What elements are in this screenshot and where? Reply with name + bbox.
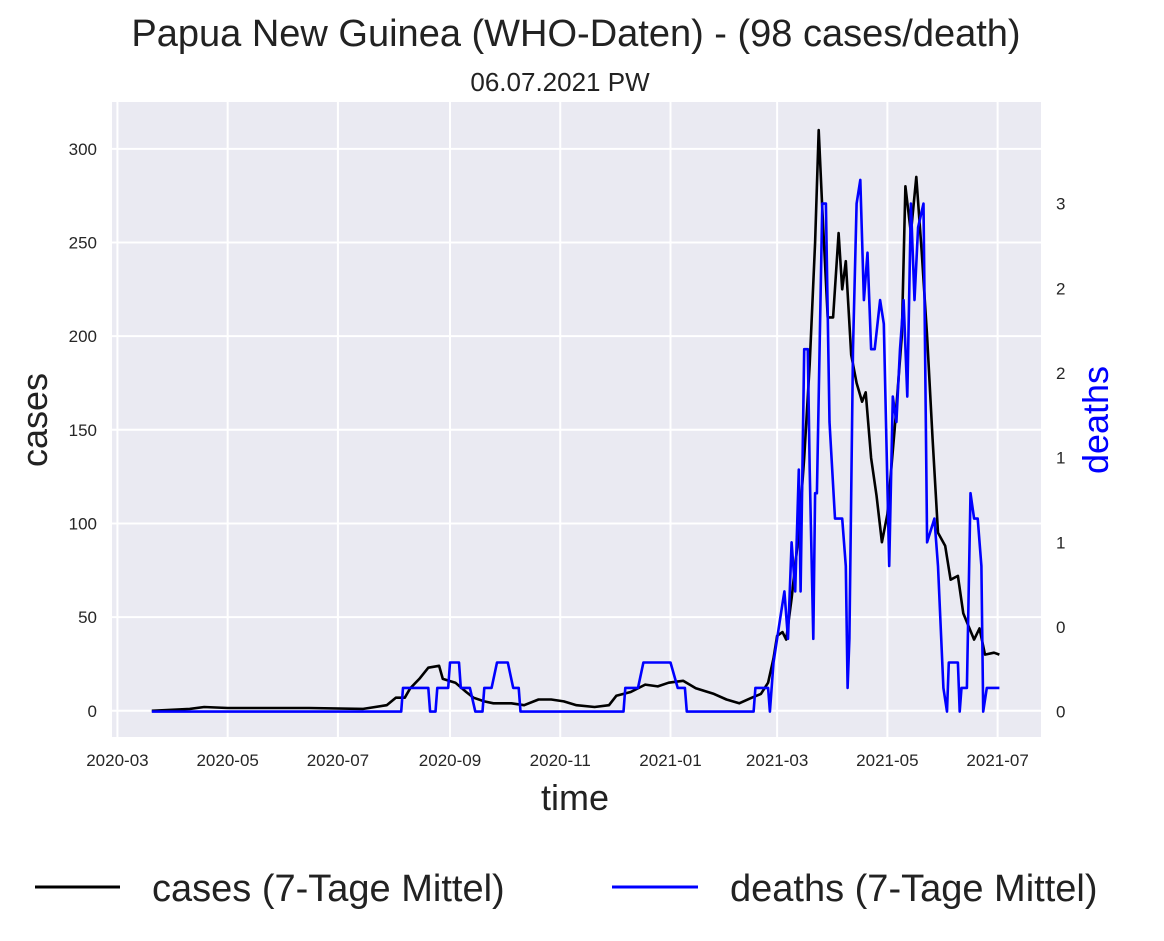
legend: cases (7-Tage Mittel) deaths (7-Tage Mitt… [35, 868, 1098, 910]
x-tick-label: 2020-09 [419, 751, 481, 770]
y-right-axis-label: deaths [1075, 366, 1116, 474]
y-left-tick-label: 200 [69, 327, 97, 346]
y-right-tick-label: 1 [1056, 533, 1065, 552]
legend-label: cases (7-Tage Mittel) [152, 868, 505, 910]
y-right-tick-label: 0 [1056, 618, 1065, 637]
x-tick-label: 2020-11 [530, 751, 591, 770]
y-left-tick-labels: 0 50 100 150 200 250 300 [69, 140, 97, 721]
y-left-tick-label: 50 [78, 608, 97, 627]
x-tick-labels: 2020-03 2020-05 2020-07 2020-09 2020-11 2021-… [86, 751, 1029, 770]
deaths-series-line [151, 178, 1000, 713]
y-right-tick-label: 1 [1056, 449, 1065, 468]
chart-title: Papua New Guinea (WHO-Daten) - (98 cases… [131, 13, 1020, 55]
y-left-axis-label: cases [14, 373, 55, 467]
x-tick-label: 2020-03 [86, 751, 148, 770]
x-tick-label: 2020-05 [196, 751, 258, 770]
y-left-tick-label: 150 [69, 421, 97, 440]
y-left-tick-label: 0 [88, 702, 97, 721]
y-left-tick-label: 250 [69, 233, 97, 252]
x-axis-label: time [541, 777, 609, 818]
y-left-tick-label: 100 [69, 514, 97, 533]
y-left-tick-label: 300 [69, 140, 97, 159]
x-tick-label: 2020-07 [307, 751, 369, 770]
y-right-tick-label: 0 [1056, 703, 1065, 722]
plot-area [112, 102, 1041, 737]
legend-label: deaths (7-Tage Mittel) [730, 868, 1098, 910]
y-right-tick-label: 3 [1056, 195, 1065, 214]
chart-subtitle: 06.07.2021 PW [470, 67, 650, 97]
x-tick-label: 2021-01 [639, 751, 701, 770]
y-right-tick-label: 2 [1056, 279, 1065, 298]
x-tick-label: 2021-07 [966, 751, 1028, 770]
x-tick-label: 2021-05 [856, 751, 918, 770]
y-right-tick-label: 2 [1056, 364, 1065, 383]
series-layer [151, 128, 1000, 713]
y-right-tick-labels: 0 0 1 1 2 2 3 [1056, 195, 1065, 722]
x-tick-label: 2021-03 [746, 751, 808, 770]
